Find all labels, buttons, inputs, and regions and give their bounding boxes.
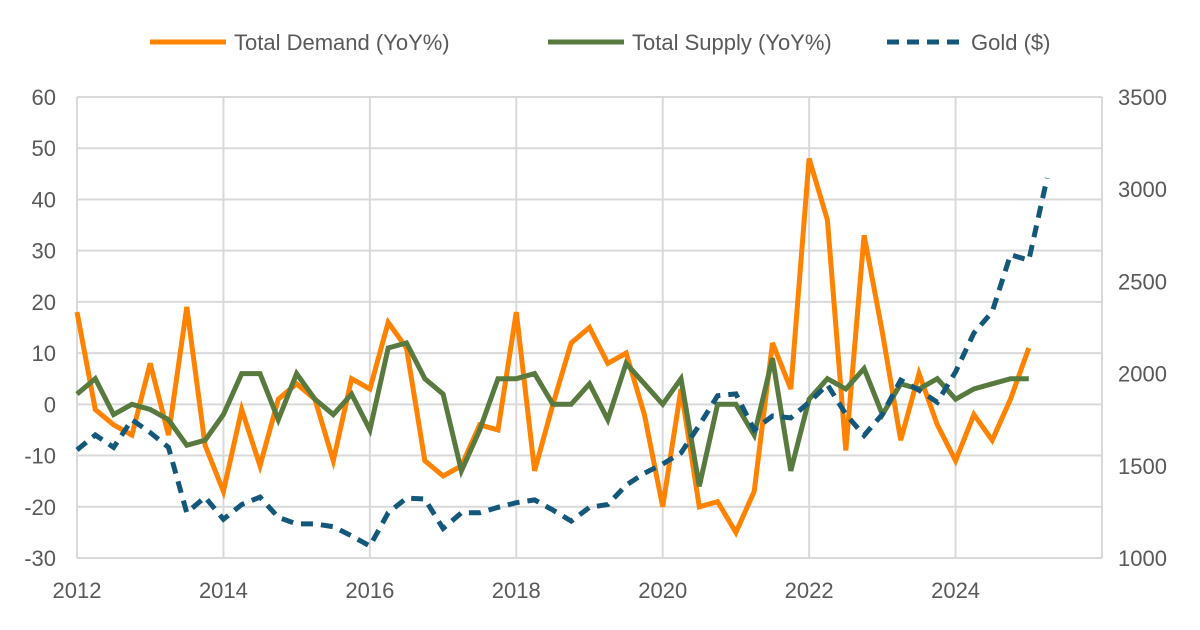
left-tick-label: 10	[32, 341, 56, 366]
x-tick-label: 2014	[199, 578, 248, 603]
x-tick-label: 2012	[53, 578, 102, 603]
left-tick-label: 0	[44, 392, 56, 417]
right-tick-label: 1500	[1118, 454, 1167, 479]
series-line-2	[75, 177, 1050, 550]
x-tick-label: 2024	[931, 578, 980, 603]
right-tick-label: 3500	[1118, 85, 1167, 110]
x-axis-ticks: 2012 2014 2016 2018 2020 2022 2024	[53, 578, 981, 603]
x-tick-label: 2018	[492, 578, 541, 603]
x-tick-label: 2020	[638, 578, 687, 603]
x-tick-label: 2016	[345, 578, 394, 603]
right-tick-label: 2000	[1118, 362, 1167, 387]
left-tick-label: -30	[24, 546, 56, 571]
right-tick-label: 1000	[1118, 546, 1167, 571]
left-axis-ticks: 60 50 40 30 20 10 0 -10 -20 -30	[24, 85, 56, 571]
series-lines	[74, 157, 1050, 550]
legend: Total Demand (YoY%) Total Supply (YoY%) Go…	[150, 30, 1050, 55]
left-tick-label: 30	[32, 239, 56, 264]
legend-label: Total Demand (YoY%)	[234, 30, 450, 55]
left-tick-label: 60	[32, 85, 56, 110]
legend-label: Total Supply (YoY%)	[632, 30, 832, 55]
left-tick-label: 50	[32, 136, 56, 161]
left-tick-label: 20	[32, 290, 56, 315]
left-tick-label: 40	[32, 187, 56, 212]
right-tick-label: 2500	[1118, 269, 1167, 294]
x-tick-label: 2022	[785, 578, 834, 603]
legend-label: Gold ($)	[971, 30, 1050, 55]
series-line-0	[74, 157, 1032, 538]
left-tick-label: -10	[24, 444, 56, 469]
series-line-1	[75, 339, 1029, 487]
right-tick-label: 3000	[1118, 177, 1167, 202]
left-tick-label: -20	[24, 495, 56, 520]
right-axis-ticks: 3500 3000 2500 2000 1500 1000	[1118, 85, 1167, 571]
